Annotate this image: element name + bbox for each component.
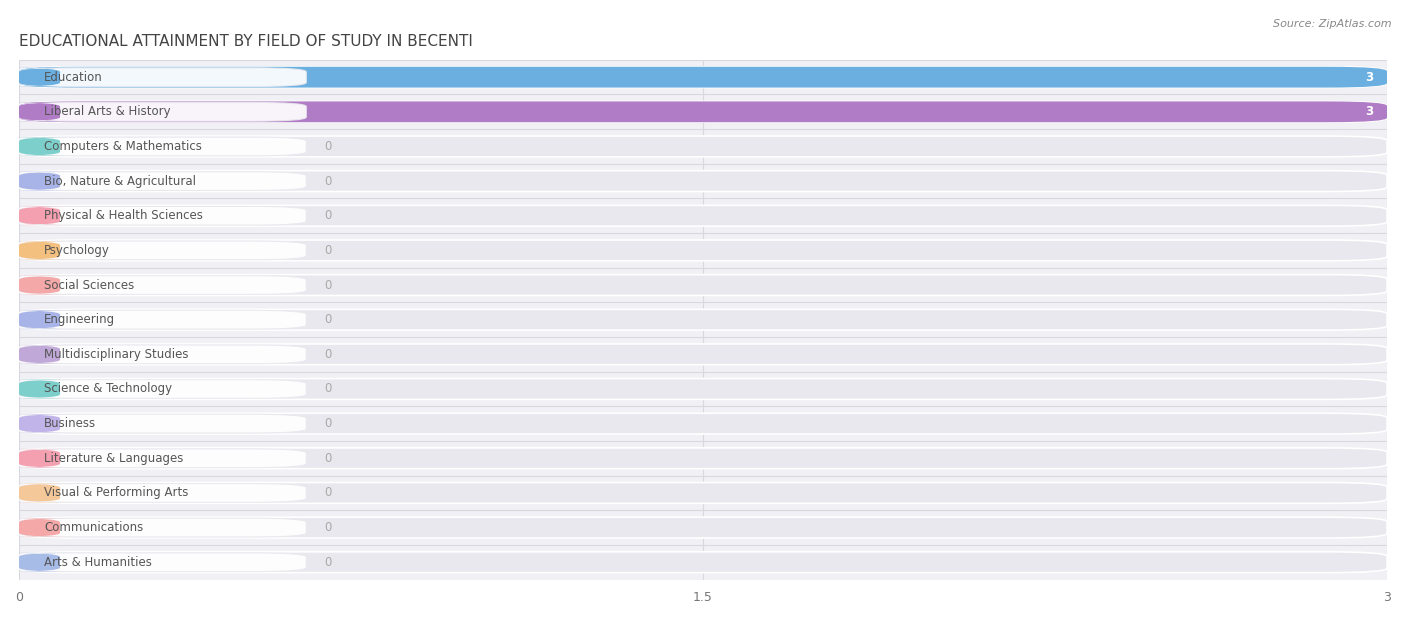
Text: Source: ZipAtlas.com: Source: ZipAtlas.com <box>1274 19 1392 29</box>
FancyBboxPatch shape <box>20 171 1388 191</box>
FancyBboxPatch shape <box>20 517 1388 538</box>
FancyBboxPatch shape <box>20 553 307 571</box>
FancyBboxPatch shape <box>7 415 72 433</box>
Text: 0: 0 <box>325 521 332 534</box>
FancyBboxPatch shape <box>7 68 72 87</box>
FancyBboxPatch shape <box>20 67 1388 88</box>
FancyBboxPatch shape <box>20 449 307 468</box>
Text: Computers & Mathematics: Computers & Mathematics <box>44 140 202 153</box>
FancyBboxPatch shape <box>20 380 307 398</box>
FancyBboxPatch shape <box>7 276 72 295</box>
FancyBboxPatch shape <box>20 415 307 433</box>
FancyBboxPatch shape <box>7 380 72 398</box>
FancyBboxPatch shape <box>7 310 72 329</box>
FancyBboxPatch shape <box>20 172 307 190</box>
FancyBboxPatch shape <box>20 483 1388 503</box>
Text: Literature & Languages: Literature & Languages <box>44 452 183 465</box>
FancyBboxPatch shape <box>20 240 1388 261</box>
Text: 0: 0 <box>325 382 332 396</box>
Text: Psychology: Psychology <box>44 244 110 257</box>
FancyBboxPatch shape <box>20 137 307 156</box>
FancyBboxPatch shape <box>7 207 72 225</box>
FancyBboxPatch shape <box>20 448 1388 469</box>
Text: Business: Business <box>44 417 96 430</box>
FancyBboxPatch shape <box>20 205 1388 226</box>
FancyBboxPatch shape <box>7 345 72 363</box>
Text: 0: 0 <box>325 140 332 153</box>
FancyBboxPatch shape <box>20 379 1388 399</box>
FancyBboxPatch shape <box>20 345 307 363</box>
FancyBboxPatch shape <box>20 68 307 87</box>
Text: 0: 0 <box>325 244 332 257</box>
Text: 0: 0 <box>325 348 332 361</box>
Text: Arts & Humanities: Arts & Humanities <box>44 556 152 569</box>
Text: 0: 0 <box>325 279 332 291</box>
Text: 0: 0 <box>325 209 332 222</box>
Text: 0: 0 <box>325 174 332 188</box>
FancyBboxPatch shape <box>20 344 1388 365</box>
Text: Multidisciplinary Studies: Multidisciplinary Studies <box>44 348 188 361</box>
FancyBboxPatch shape <box>20 275 1388 295</box>
Text: 0: 0 <box>325 556 332 569</box>
FancyBboxPatch shape <box>20 276 307 295</box>
Text: 0: 0 <box>325 417 332 430</box>
Text: Science & Technology: Science & Technology <box>44 382 172 396</box>
FancyBboxPatch shape <box>20 483 307 502</box>
FancyBboxPatch shape <box>7 553 72 571</box>
FancyBboxPatch shape <box>20 552 1388 573</box>
FancyBboxPatch shape <box>20 101 1388 122</box>
FancyBboxPatch shape <box>20 136 1388 157</box>
Text: 3: 3 <box>1365 71 1374 83</box>
Text: Engineering: Engineering <box>44 313 115 326</box>
Text: Communications: Communications <box>44 521 143 534</box>
FancyBboxPatch shape <box>7 241 72 260</box>
Text: 0: 0 <box>325 487 332 499</box>
FancyBboxPatch shape <box>20 101 1388 122</box>
Text: Education: Education <box>44 71 103 83</box>
Text: Liberal Arts & History: Liberal Arts & History <box>44 106 170 118</box>
FancyBboxPatch shape <box>7 137 72 156</box>
FancyBboxPatch shape <box>20 309 1388 330</box>
Text: Bio, Nature & Agricultural: Bio, Nature & Agricultural <box>44 174 195 188</box>
Text: EDUCATIONAL ATTAINMENT BY FIELD OF STUDY IN BECENTI: EDUCATIONAL ATTAINMENT BY FIELD OF STUDY… <box>20 34 472 49</box>
FancyBboxPatch shape <box>20 207 307 225</box>
Text: Physical & Health Sciences: Physical & Health Sciences <box>44 209 202 222</box>
FancyBboxPatch shape <box>7 483 72 502</box>
FancyBboxPatch shape <box>20 102 307 121</box>
FancyBboxPatch shape <box>20 413 1388 434</box>
Text: 0: 0 <box>325 452 332 465</box>
FancyBboxPatch shape <box>20 310 307 329</box>
FancyBboxPatch shape <box>7 172 72 190</box>
Text: 3: 3 <box>1365 106 1374 118</box>
FancyBboxPatch shape <box>7 102 72 121</box>
Text: 0: 0 <box>325 313 332 326</box>
Text: Social Sciences: Social Sciences <box>44 279 135 291</box>
FancyBboxPatch shape <box>7 518 72 537</box>
FancyBboxPatch shape <box>20 241 307 260</box>
Text: Visual & Performing Arts: Visual & Performing Arts <box>44 487 188 499</box>
FancyBboxPatch shape <box>20 518 307 537</box>
FancyBboxPatch shape <box>7 449 72 468</box>
FancyBboxPatch shape <box>20 67 1388 88</box>
